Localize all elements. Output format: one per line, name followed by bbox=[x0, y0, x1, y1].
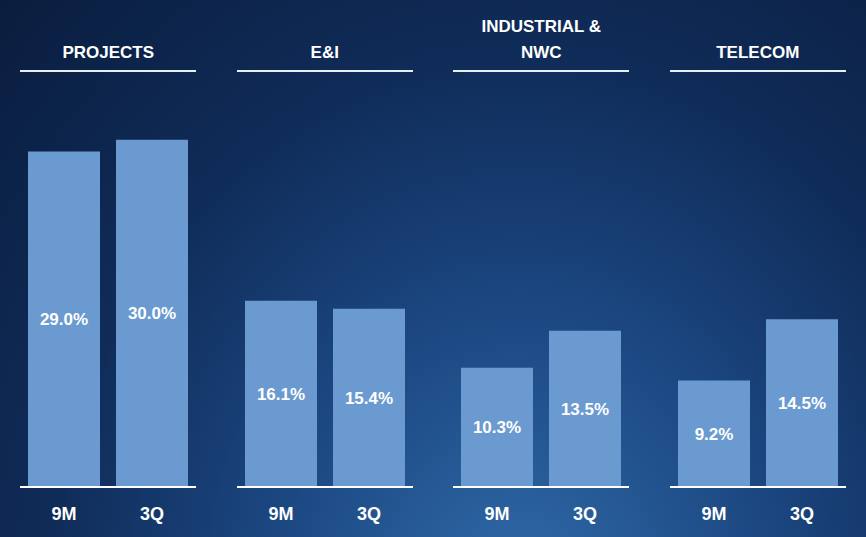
svg-text:9M: 9M bbox=[485, 504, 510, 524]
svg-text:3Q: 3Q bbox=[790, 504, 814, 524]
svg-text:30.0%: 30.0% bbox=[128, 304, 176, 323]
html-text:E&I: E&I bbox=[310, 43, 339, 62]
svg-text:16.1%: 16.1% bbox=[257, 385, 305, 404]
svg-text:14.5%: 14.5% bbox=[778, 394, 826, 413]
svg-text:3Q: 3Q bbox=[140, 504, 164, 524]
svg-text:29.0%: 29.0% bbox=[40, 310, 88, 329]
svg-text:9M: 9M bbox=[268, 504, 293, 524]
svg-text:9M: 9M bbox=[701, 504, 726, 524]
html-text:PROJECTS: PROJECTS bbox=[62, 43, 155, 62]
svg-text:3Q: 3Q bbox=[357, 504, 381, 524]
svg-text:15.4%: 15.4% bbox=[345, 389, 393, 408]
svg-text:13.5%: 13.5% bbox=[561, 400, 609, 419]
svg-text:9M: 9M bbox=[52, 504, 77, 524]
svg-text:10.3%: 10.3% bbox=[473, 418, 521, 437]
html-text:INDUSTRIAL & NWC: INDUSTRIAL & NWC bbox=[481, 17, 602, 62]
svg-text:3Q: 3Q bbox=[573, 504, 597, 524]
svg-text:9.2%: 9.2% bbox=[694, 425, 733, 444]
html-text:TELECOM: TELECOM bbox=[716, 43, 800, 62]
